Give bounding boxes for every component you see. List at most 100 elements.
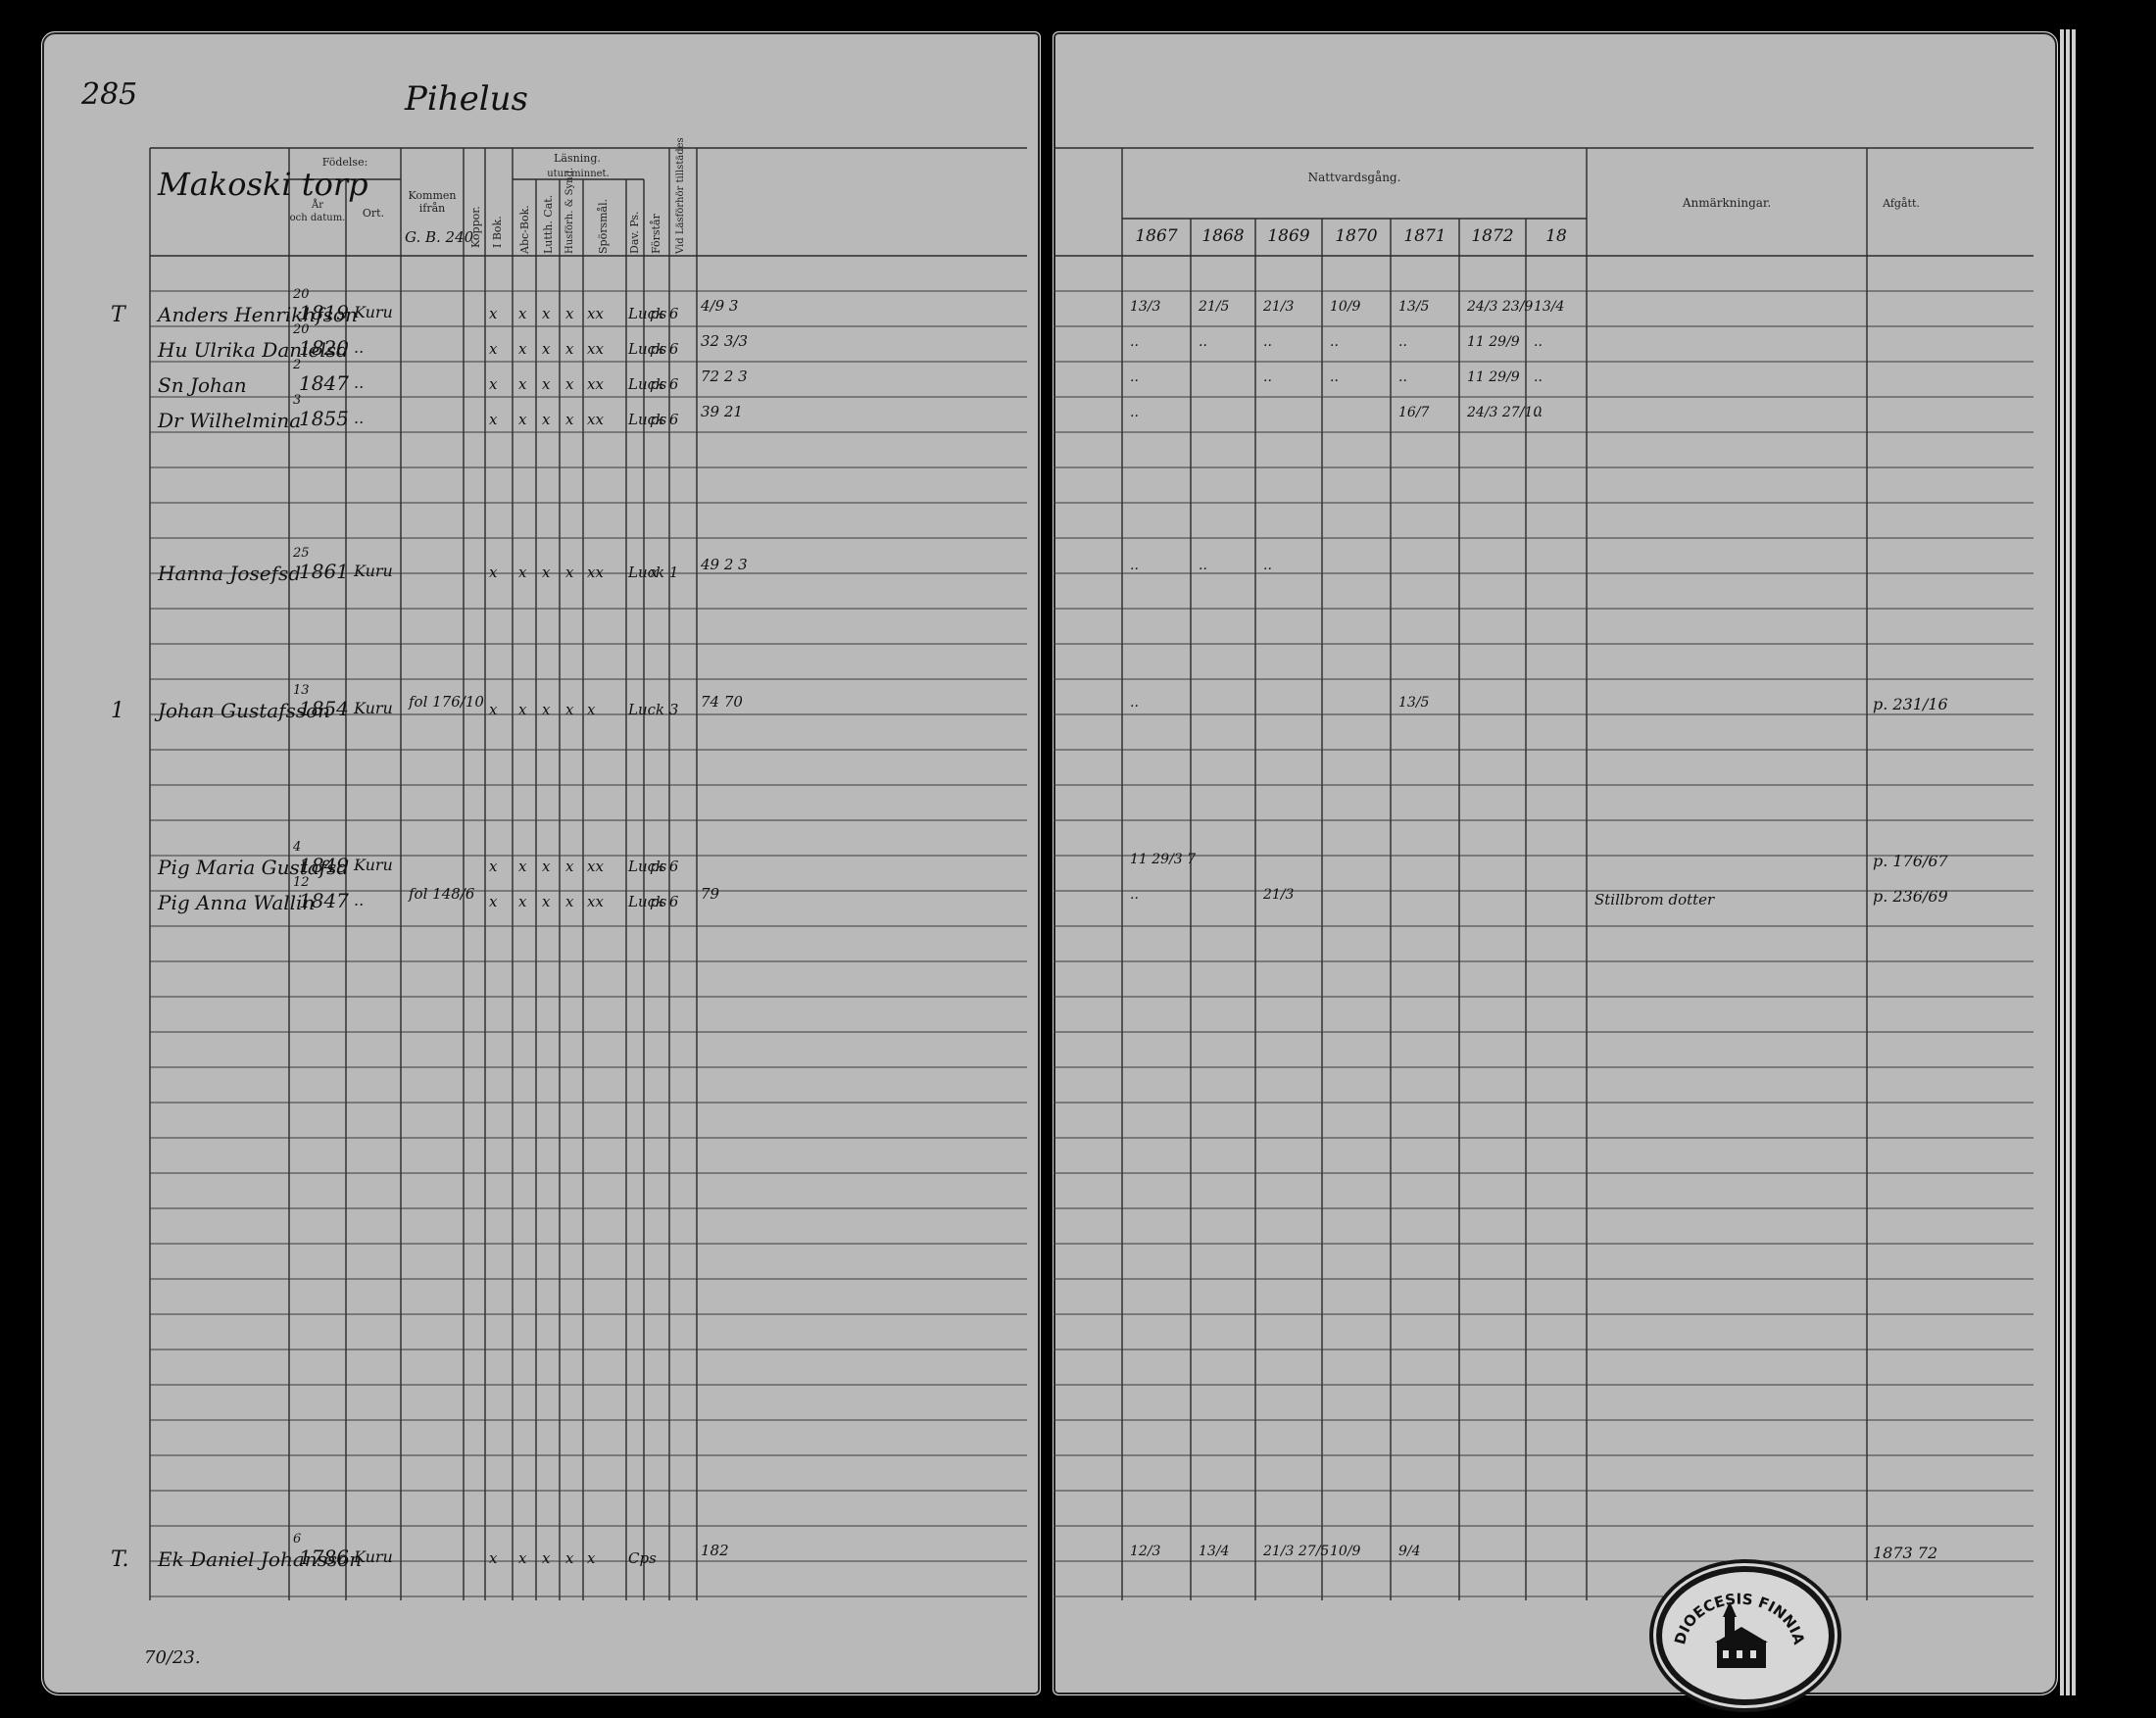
header-vid-lasforhor: Vid Läsförhör tillstädes bbox=[675, 137, 686, 254]
header-fodelse: Födelse: bbox=[321, 156, 368, 169]
communion-date: 24/3 27/10 bbox=[1467, 405, 1543, 420]
departed-note: p. 231/16 bbox=[1873, 695, 1948, 713]
communion-date: 21/3 bbox=[1263, 299, 1295, 315]
birth-day: 6 bbox=[293, 1532, 302, 1546]
reading-mark: x bbox=[489, 1549, 498, 1567]
communion-date: 10/9 bbox=[1330, 299, 1361, 315]
reading-mark: x bbox=[542, 701, 551, 718]
communion-date: .. bbox=[1534, 405, 1543, 420]
parish-title: Pihelus bbox=[405, 79, 528, 119]
reading-mark: x bbox=[565, 893, 574, 910]
person-name: Hu Ulrika Danielsd bbox=[158, 338, 349, 362]
reading-mark: x bbox=[542, 1549, 551, 1567]
reading-mark: x bbox=[489, 564, 498, 581]
communion-date: .. bbox=[1199, 334, 1207, 350]
reading-mark: x bbox=[518, 701, 527, 718]
reading-mark: ps bbox=[650, 340, 667, 358]
birth-year: 1820 bbox=[299, 336, 349, 360]
header-kommen: Kommen ifrån bbox=[408, 189, 457, 215]
header-abc-bok: Abc-Bok. bbox=[518, 205, 531, 254]
kommen-note: G. B. 240 bbox=[405, 228, 474, 246]
year-header: 1869 bbox=[1267, 226, 1310, 246]
year-header: 1868 bbox=[1201, 226, 1245, 246]
birth-day: 2 bbox=[293, 358, 302, 372]
communion-date: 21/5 bbox=[1199, 299, 1230, 315]
reading-mark: Luck 6 bbox=[628, 305, 679, 322]
communion-date: 11 29/9 bbox=[1467, 334, 1520, 350]
communion-date: 11 29/9 bbox=[1467, 369, 1520, 385]
right-ruling bbox=[1054, 147, 2034, 1600]
row-mark: 1 bbox=[111, 699, 124, 723]
reading-mark: x bbox=[565, 340, 574, 358]
reading-mark: x bbox=[518, 411, 527, 428]
person-name: Pig Maria Gustafsd bbox=[158, 856, 350, 879]
birth-place: .. bbox=[354, 891, 365, 909]
reading-mark: x bbox=[565, 564, 574, 581]
reading-mark: ps bbox=[650, 411, 667, 428]
kommen-from: fol 148/6 bbox=[409, 885, 475, 903]
communion-date: .. bbox=[1263, 558, 1272, 573]
reading-mark: xx bbox=[587, 305, 604, 322]
person-name: Pig Anna Wallin bbox=[158, 891, 316, 914]
attendance-mark: 4/9 3 bbox=[701, 297, 739, 315]
header-lasning: Läsning. bbox=[554, 152, 601, 165]
communion-date: .. bbox=[1534, 334, 1543, 350]
church-emblem-icon: DIOECESIS FINNIA bbox=[1671, 1591, 1808, 1668]
birth-place: Kuru bbox=[354, 303, 393, 321]
reading-mark: x bbox=[587, 1549, 596, 1567]
communion-date: 12/3 bbox=[1130, 1544, 1161, 1559]
reading-mark: xx bbox=[587, 340, 604, 358]
page-edge bbox=[2072, 29, 2076, 1695]
birth-place: .. bbox=[354, 373, 365, 392]
communion-date: .. bbox=[1330, 334, 1339, 350]
place-title: Makoski torp bbox=[158, 166, 368, 203]
person-name: Sn Johan bbox=[158, 373, 247, 397]
communion-date: .. bbox=[1398, 369, 1407, 385]
communion-date: 13/3 bbox=[1130, 299, 1161, 315]
birth-place: .. bbox=[354, 338, 365, 357]
year-header: 18 bbox=[1545, 226, 1567, 246]
attendance-mark: 79 bbox=[701, 885, 720, 903]
header-anmarkningar: Anmärkningar. bbox=[1682, 196, 1772, 210]
header-sporsmal: Spörsmål. bbox=[597, 198, 610, 254]
header-forstar: Förstår bbox=[650, 214, 662, 254]
reading-mark: x bbox=[542, 893, 551, 910]
reading-mark: ps bbox=[650, 858, 667, 875]
reading-mark: xx bbox=[587, 564, 604, 581]
communion-date: .. bbox=[1130, 887, 1139, 903]
birth-day: 3 bbox=[293, 393, 302, 408]
attendance-mark: 39 21 bbox=[701, 403, 743, 420]
page-number: 285 bbox=[81, 77, 138, 112]
header-afgatt: Afgått. bbox=[1883, 197, 1920, 210]
reading-mark: x bbox=[542, 375, 551, 393]
person-name: Dr Wilhelmina bbox=[158, 409, 302, 432]
left-ruling bbox=[149, 147, 1027, 1600]
reading-mark: x bbox=[518, 375, 527, 393]
reading-mark: ps bbox=[650, 305, 667, 322]
communion-date: 13/4 bbox=[1199, 1544, 1230, 1559]
reading-mark: x bbox=[542, 564, 551, 581]
kommen-from: fol 176/10 bbox=[409, 693, 484, 711]
reading-mark: Luck 6 bbox=[628, 375, 679, 393]
reading-mark: xx bbox=[587, 411, 604, 428]
communion-date: .. bbox=[1263, 369, 1272, 385]
communion-date: .. bbox=[1263, 334, 1272, 350]
reading-mark: x bbox=[542, 411, 551, 428]
communion-date: 13/5 bbox=[1398, 695, 1430, 711]
reading-mark: x bbox=[518, 858, 527, 875]
year-header: 1867 bbox=[1135, 226, 1178, 246]
reading-mark: x bbox=[518, 1549, 527, 1567]
birth-place: Kuru bbox=[354, 856, 393, 874]
reading-mark: x bbox=[489, 893, 498, 910]
reading-mark: Luck 6 bbox=[628, 411, 679, 428]
page-edge bbox=[2066, 29, 2070, 1695]
birth-place: .. bbox=[354, 409, 365, 427]
header-ort: Ort. bbox=[362, 207, 385, 220]
year-header: 1871 bbox=[1403, 226, 1446, 246]
reading-mark: xx bbox=[587, 375, 604, 393]
year-header: 1870 bbox=[1335, 226, 1378, 246]
person-name: Hanna Josefsd bbox=[158, 562, 302, 585]
birth-year: 1847 bbox=[299, 371, 349, 395]
reading-mark: x bbox=[518, 305, 527, 322]
communion-date: .. bbox=[1130, 405, 1139, 420]
